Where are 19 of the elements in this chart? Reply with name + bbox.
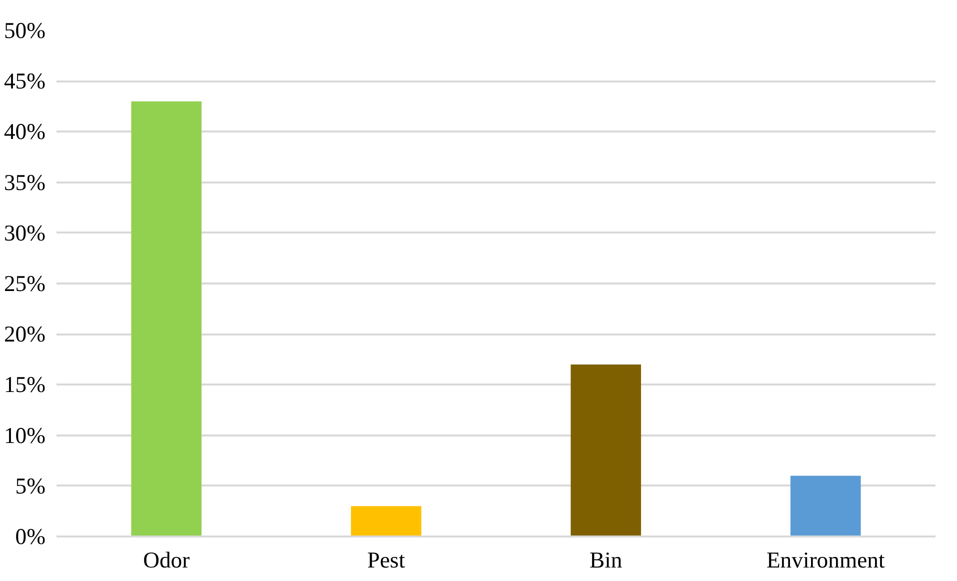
y-tick-label: 0% <box>15 524 46 549</box>
y-tick-label: 20% <box>4 322 46 347</box>
bar <box>350 506 422 536</box>
x-tick-label: Bin <box>590 548 622 572</box>
x-tick-label: Pest <box>367 548 406 572</box>
y-tick-label: 5% <box>15 473 46 498</box>
bar <box>790 476 861 536</box>
y-tick-label: 35% <box>4 170 46 195</box>
y-tick-label: 50% <box>4 18 46 43</box>
y-tick-label: 10% <box>4 422 46 448</box>
x-tick-label: Environment <box>766 548 886 572</box>
bar <box>131 101 202 536</box>
y-tick-label: 25% <box>4 271 46 296</box>
y-tick-label: 30% <box>4 220 46 246</box>
y-tick-label: 40% <box>4 119 46 144</box>
x-tick-label: Odor <box>143 548 190 572</box>
y-tick-label: 45% <box>4 68 46 94</box>
y-tick-label: 15% <box>4 372 46 398</box>
bar <box>570 364 642 536</box>
